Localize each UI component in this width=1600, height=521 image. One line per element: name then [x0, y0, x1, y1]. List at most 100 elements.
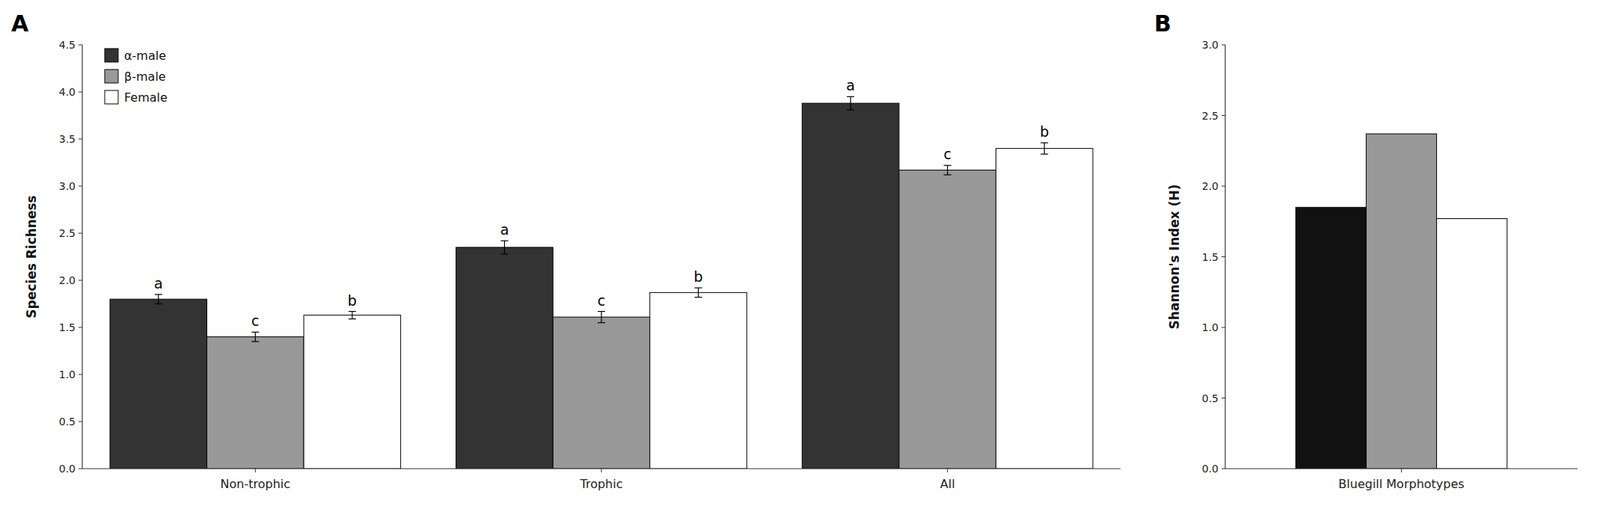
- y-tick: [1221, 256, 1226, 258]
- significance-label: c: [943, 145, 951, 163]
- y-tick-label: 3.5: [59, 133, 76, 146]
- y-tick-label: 2.5: [59, 227, 76, 240]
- error-bar-cap: [500, 253, 508, 255]
- bar: [1436, 218, 1508, 470]
- significance-label: b: [694, 268, 704, 285]
- y-tick: [78, 139, 83, 140]
- legend-swatch: [104, 48, 119, 63]
- error-bar-cap: [694, 287, 703, 288]
- y-tick-label: 4.0: [59, 86, 76, 98]
- error-bar-cap: [1040, 142, 1048, 143]
- legend: α-male β-male Female: [104, 48, 168, 105]
- panel: aaacccbbb0.00.51.01.52.02.53.03.54.04.5N…: [11, 10, 1121, 492]
- significance-label: b: [347, 292, 357, 309]
- x-tick: [946, 469, 948, 473]
- x-tick-label: All: [940, 477, 956, 492]
- significance-label: a: [500, 221, 510, 238]
- y-tick: [78, 327, 83, 329]
- bar: [1295, 207, 1366, 470]
- marks: [109, 96, 1093, 470]
- y-tick-label: 0.5: [1202, 392, 1219, 405]
- bar: [552, 317, 651, 470]
- error-bar-stem: [504, 240, 505, 255]
- error-bar-cap: [597, 311, 606, 312]
- bar: [899, 170, 997, 470]
- error-bar: [846, 96, 855, 110]
- y-tick-label: 0.0: [1202, 463, 1219, 475]
- error-bar: [597, 311, 606, 324]
- error-bar-stem: [351, 311, 353, 320]
- y-tick: [1221, 469, 1226, 470]
- y-tick-label: 1.5: [1202, 251, 1219, 264]
- bar: [995, 148, 1093, 470]
- x-tick-label: Trophic: [579, 477, 624, 492]
- error-bar-cap: [846, 96, 855, 98]
- error-bar-stem: [697, 287, 699, 298]
- error-bar-cap: [694, 296, 703, 298]
- y-tick-label: 0.5: [59, 415, 76, 428]
- y-tick: [1221, 115, 1226, 116]
- error-bar-cap: [348, 311, 357, 312]
- error-bar-stem: [255, 332, 256, 342]
- error-bar-stem: [850, 96, 852, 110]
- y-axis-line: [81, 44, 83, 470]
- error-bar-cap: [943, 174, 952, 176]
- x-tick-label: Bluegill Morphotypes: [1338, 477, 1464, 492]
- y-tick-label: 4.5: [59, 38, 76, 51]
- y-tick: [78, 44, 83, 46]
- error-bar-cap: [154, 303, 163, 305]
- significance-label: c: [597, 292, 606, 309]
- y-tick: [78, 469, 83, 470]
- y-tick-label: 2.0: [1202, 180, 1219, 193]
- bar: [650, 292, 748, 470]
- y-tick: [78, 186, 83, 188]
- y-axis-label: Species Richness: [23, 195, 39, 318]
- page: {"chart_data": [ {"type": "bar", "title"…: [0, 0, 1600, 521]
- error-bar-cap: [348, 318, 357, 320]
- legend-label: Female: [124, 90, 168, 105]
- error-bar: [348, 311, 357, 320]
- y-tick: [78, 233, 83, 235]
- y-tick: [78, 92, 83, 93]
- error-bar-cap: [500, 240, 508, 241]
- significance-label: c: [251, 312, 259, 330]
- panel: 0.00.51.01.52.02.53.0Bluegill Morphotype…: [1154, 10, 1578, 492]
- legend-label: α-male: [124, 48, 167, 63]
- legend-swatch: [104, 90, 119, 104]
- error-bar-cap: [251, 332, 259, 333]
- bar: [109, 299, 208, 470]
- bar: [207, 337, 305, 470]
- y-tick: [1221, 397, 1226, 399]
- error-bar-stem: [946, 165, 948, 176]
- y-tick: [78, 280, 83, 282]
- figure: aaacccbbb0.00.51.01.52.02.53.03.54.04.5N…: [0, 0, 1600, 521]
- y-tick-label: 1.5: [59, 321, 76, 334]
- error-bar: [154, 294, 163, 305]
- error-bar-stem: [157, 294, 159, 305]
- error-bar: [251, 332, 259, 342]
- y-tick: [1221, 327, 1226, 329]
- error-bar: [1040, 142, 1048, 155]
- y-tick: [1221, 44, 1226, 46]
- error-bar-stem: [600, 311, 602, 324]
- legend-swatch: [104, 69, 119, 84]
- marks: [1295, 133, 1508, 470]
- panel-label: B: [1154, 10, 1172, 37]
- y-tick-label: 1.0: [59, 368, 76, 381]
- error-bar-cap: [154, 293, 163, 295]
- error-bar-cap: [943, 165, 952, 167]
- x-tick: [1401, 469, 1402, 473]
- y-tick-label: 2.0: [59, 274, 76, 287]
- y-tick-label: 2.5: [1202, 109, 1219, 122]
- significance-label: a: [154, 275, 164, 292]
- legend-label: β-male: [124, 69, 167, 84]
- y-tick: [1221, 186, 1226, 188]
- significance-label: a: [846, 77, 855, 94]
- x-tick: [601, 469, 603, 473]
- error-bar: [694, 287, 703, 298]
- x-tick-label: Non-trophic: [220, 477, 291, 492]
- error-bar-cap: [1040, 154, 1048, 155]
- bar: [456, 247, 554, 470]
- y-tick-label: 1.0: [1202, 321, 1219, 334]
- error-bar-cap: [846, 109, 855, 110]
